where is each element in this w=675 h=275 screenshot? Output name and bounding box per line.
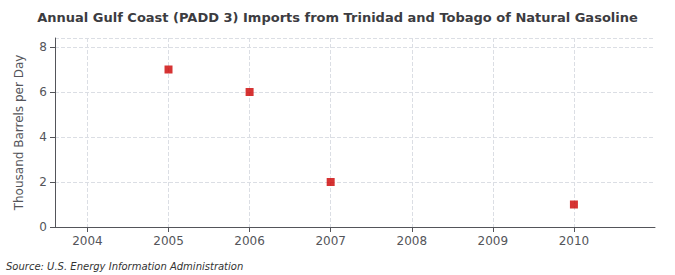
svg-text:2009: 2009: [478, 234, 509, 248]
svg-text:2004: 2004: [72, 234, 103, 248]
svg-text:2010: 2010: [559, 234, 590, 248]
svg-text:8: 8: [39, 40, 47, 54]
svg-text:2006: 2006: [234, 234, 265, 248]
svg-text:2005: 2005: [153, 234, 184, 248]
svg-text:Thousand Barrels per Day: Thousand Barrels per Day: [12, 55, 26, 212]
svg-text:0: 0: [39, 220, 47, 234]
svg-text:Source: U.S. Energy Informatio: Source: U.S. Energy Information Administ…: [6, 261, 243, 272]
svg-text:2008: 2008: [396, 234, 427, 248]
svg-text:4: 4: [39, 130, 47, 144]
svg-text:2: 2: [39, 175, 47, 189]
svg-text:6: 6: [39, 85, 47, 99]
svg-text:Annual Gulf Coast (PADD 3) Imp: Annual Gulf Coast (PADD 3) Imports from …: [37, 10, 638, 25]
svg-text:2007: 2007: [315, 234, 346, 248]
